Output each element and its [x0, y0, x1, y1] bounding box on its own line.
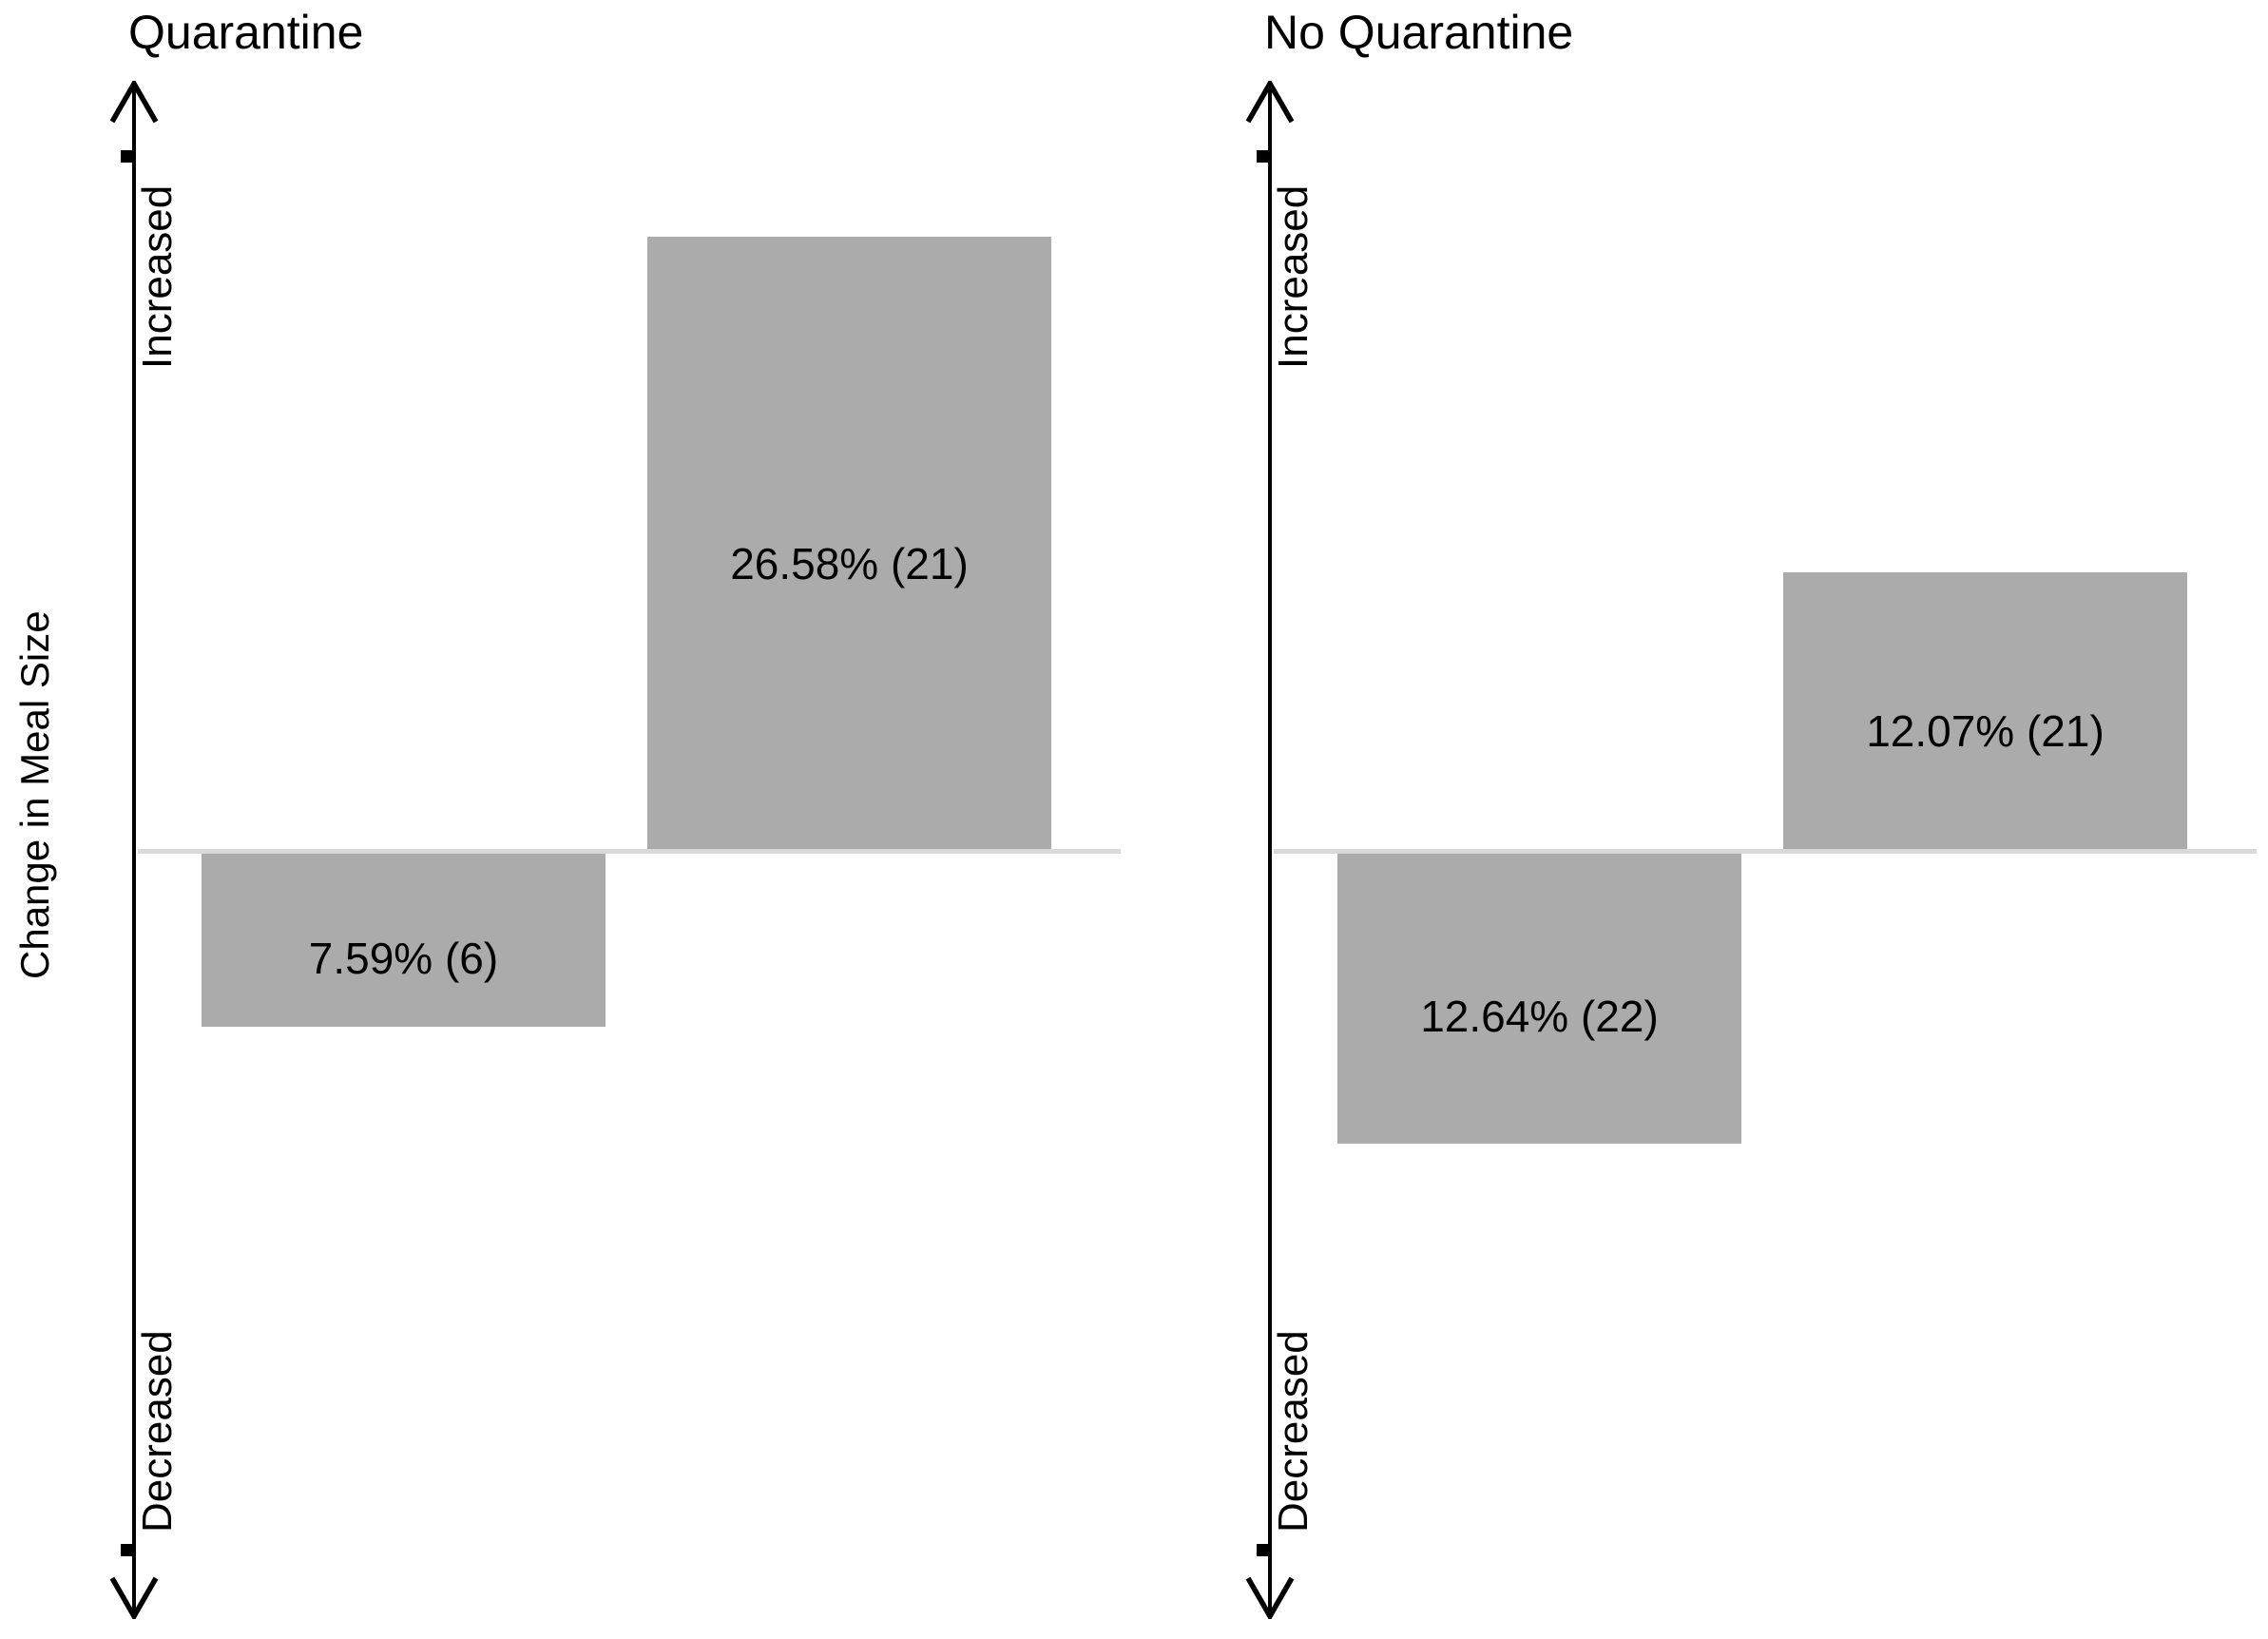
axis-arrow-up-icon — [1245, 81, 1295, 124]
axis-label-increased: Increased — [1270, 184, 1317, 369]
axis-label-decreased: Decreased — [134, 1330, 181, 1533]
bar-value-label: 7.59% (6) — [308, 933, 499, 983]
chart-quarantine: Quarantine Increased Decreased 7.59% (6)… — [0, 0, 1132, 1639]
chart-title: No Quarantine — [1264, 6, 1574, 59]
bar-value-label: 26.58% (21) — [730, 538, 969, 588]
bar-decreased: 7.59% (6) — [202, 851, 605, 1027]
axis-label-increased: Increased — [134, 184, 181, 369]
bar-decreased: 12.64% (22) — [1337, 851, 1741, 1144]
axis-tick-top — [1257, 150, 1269, 163]
zero-baseline — [1274, 849, 2257, 854]
axis-tick-bottom — [121, 1544, 133, 1556]
bar-value-label: 12.07% (21) — [1866, 706, 2105, 756]
axis-arrow-down-icon — [109, 1576, 159, 1619]
y-axis-line — [132, 85, 136, 1618]
chart-title: Quarantine — [128, 6, 364, 59]
bar-value-label: 12.64% (22) — [1420, 992, 1659, 1041]
axis-arrow-up-icon — [109, 81, 159, 124]
chart-no-quarantine: No Quarantine Increased Decreased 12.64%… — [1136, 0, 2268, 1639]
axis-tick-top — [121, 150, 133, 163]
zero-baseline — [138, 849, 1121, 854]
axis-label-decreased: Decreased — [1270, 1330, 1317, 1533]
axis-tick-bottom — [1257, 1544, 1269, 1556]
bar-increased: 26.58% (21) — [647, 237, 1051, 852]
bar-increased: 12.07% (21) — [1783, 572, 2187, 852]
y-axis-line — [1268, 85, 1272, 1618]
axis-arrow-down-icon — [1245, 1576, 1295, 1619]
